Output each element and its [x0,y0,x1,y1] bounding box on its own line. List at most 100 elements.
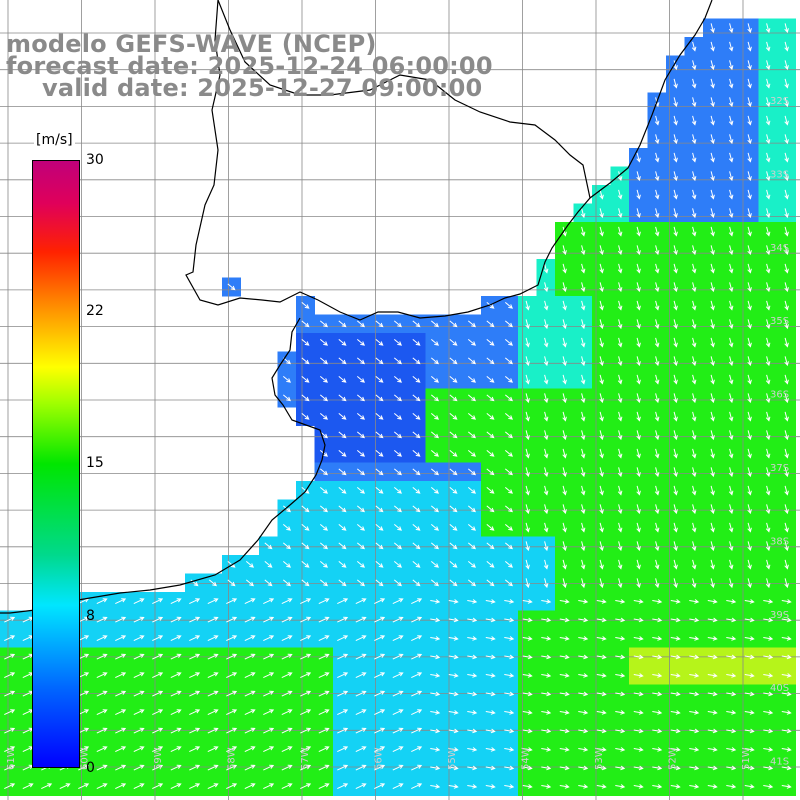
wind-arrow [689,636,700,641]
wind-arrow [784,115,789,126]
wind-arrow [356,394,366,402]
wind-arrow [412,468,421,476]
wind-arrow [190,579,199,587]
wind-arrow [152,653,164,660]
wind-arrow [300,709,312,716]
wind-arrow [338,542,347,550]
wind-arrow [152,690,164,697]
wind-arrow [374,635,386,642]
wind-arrow [263,727,275,734]
wind-arrow [784,300,789,311]
wind-arrow [448,747,459,752]
wind-arrow [356,320,366,328]
wind-arrow [133,672,145,679]
wind-arrow [318,672,330,679]
wind-arrow [691,97,697,108]
wind-arrow [133,764,145,771]
wind-arrow [654,430,660,441]
wind-arrow [784,208,789,219]
wind-arrow [543,541,549,552]
wind-arrow [636,189,641,200]
wind-arrow [710,393,715,404]
wind-arrow [281,709,293,716]
wind-arrow [430,599,441,604]
wind-arrow [96,598,108,605]
wind-arrow [689,654,700,660]
wind-arrow [617,541,623,552]
wind-arrow [412,561,421,568]
wind-arrow [781,710,792,715]
wind-arrow [226,709,238,716]
wind-arrow [525,578,530,589]
wind-arrow [747,189,752,200]
wind-arrow [115,746,127,753]
wind-arrow [781,728,792,734]
wind-arrow [728,41,734,52]
wind-arrow [337,616,349,623]
wind-arrow [654,152,660,163]
wind-arrow [467,357,477,365]
wind-arrow [747,171,752,182]
wind-arrow [765,60,771,71]
wind-arrow [207,709,219,716]
wind-arrow [596,673,607,678]
wind-arrow [448,673,459,678]
wind-arrow [319,468,329,476]
wind-arrow [449,376,458,383]
wind-arrow [393,487,403,494]
wind-arrow [617,578,623,589]
wind-arrow [728,208,734,219]
wind-arrow [710,226,715,237]
wind-arrow [504,561,514,568]
wind-arrow [115,635,127,642]
wind-arrow [227,283,236,291]
wind-arrow [578,636,589,641]
wind-arrow [300,635,312,642]
wind-arrow [338,431,347,439]
wind-arrow [448,654,459,660]
wind-arrow [467,320,477,328]
wind-arrow [318,746,330,753]
wind-arrow [318,783,330,790]
model-title: modelo GEFS-WAVE (NCEP) [6,30,377,58]
wind-arrow [189,746,201,753]
wind-arrow [562,522,567,533]
wind-arrow [430,579,440,587]
colorbar-tick-0: 0 [86,760,95,776]
wind-arrow [318,727,330,734]
wind-arrow [337,653,349,660]
wind-arrow [562,430,567,441]
wind-arrow [617,337,623,348]
wind-arrow [504,357,514,365]
wind-arrow [781,747,792,752]
wind-arrow [710,97,715,108]
wind-arrow [504,524,514,531]
wind-arrow [412,376,421,383]
wind-arrow [578,747,589,752]
wind-arrow [747,226,752,237]
wind-arrow [543,263,549,274]
wind-arrow [244,764,256,771]
wind-arrow [765,97,771,108]
wind-arrow [393,542,403,550]
wind-arrow [115,727,127,734]
wind-arrow [485,747,496,752]
wind-arrow [411,727,423,734]
wind-arrow [670,747,681,752]
wind-arrow [596,636,607,641]
wind-arrow [263,764,275,771]
wind-arrow [338,394,347,402]
wind-arrow [765,23,771,34]
wind-arrow [670,636,681,641]
wind-arrow [374,746,386,753]
wind-arrow [300,598,312,605]
wind-arrow [411,635,423,642]
colorbar [32,160,80,768]
wind-arrow [580,485,586,496]
wind-arrow [133,598,145,605]
wind-arrow [691,263,697,274]
wind-arrow [580,541,586,552]
wind-arrow [673,189,678,200]
wind-arrow [673,245,678,256]
wind-arrow [710,263,715,274]
